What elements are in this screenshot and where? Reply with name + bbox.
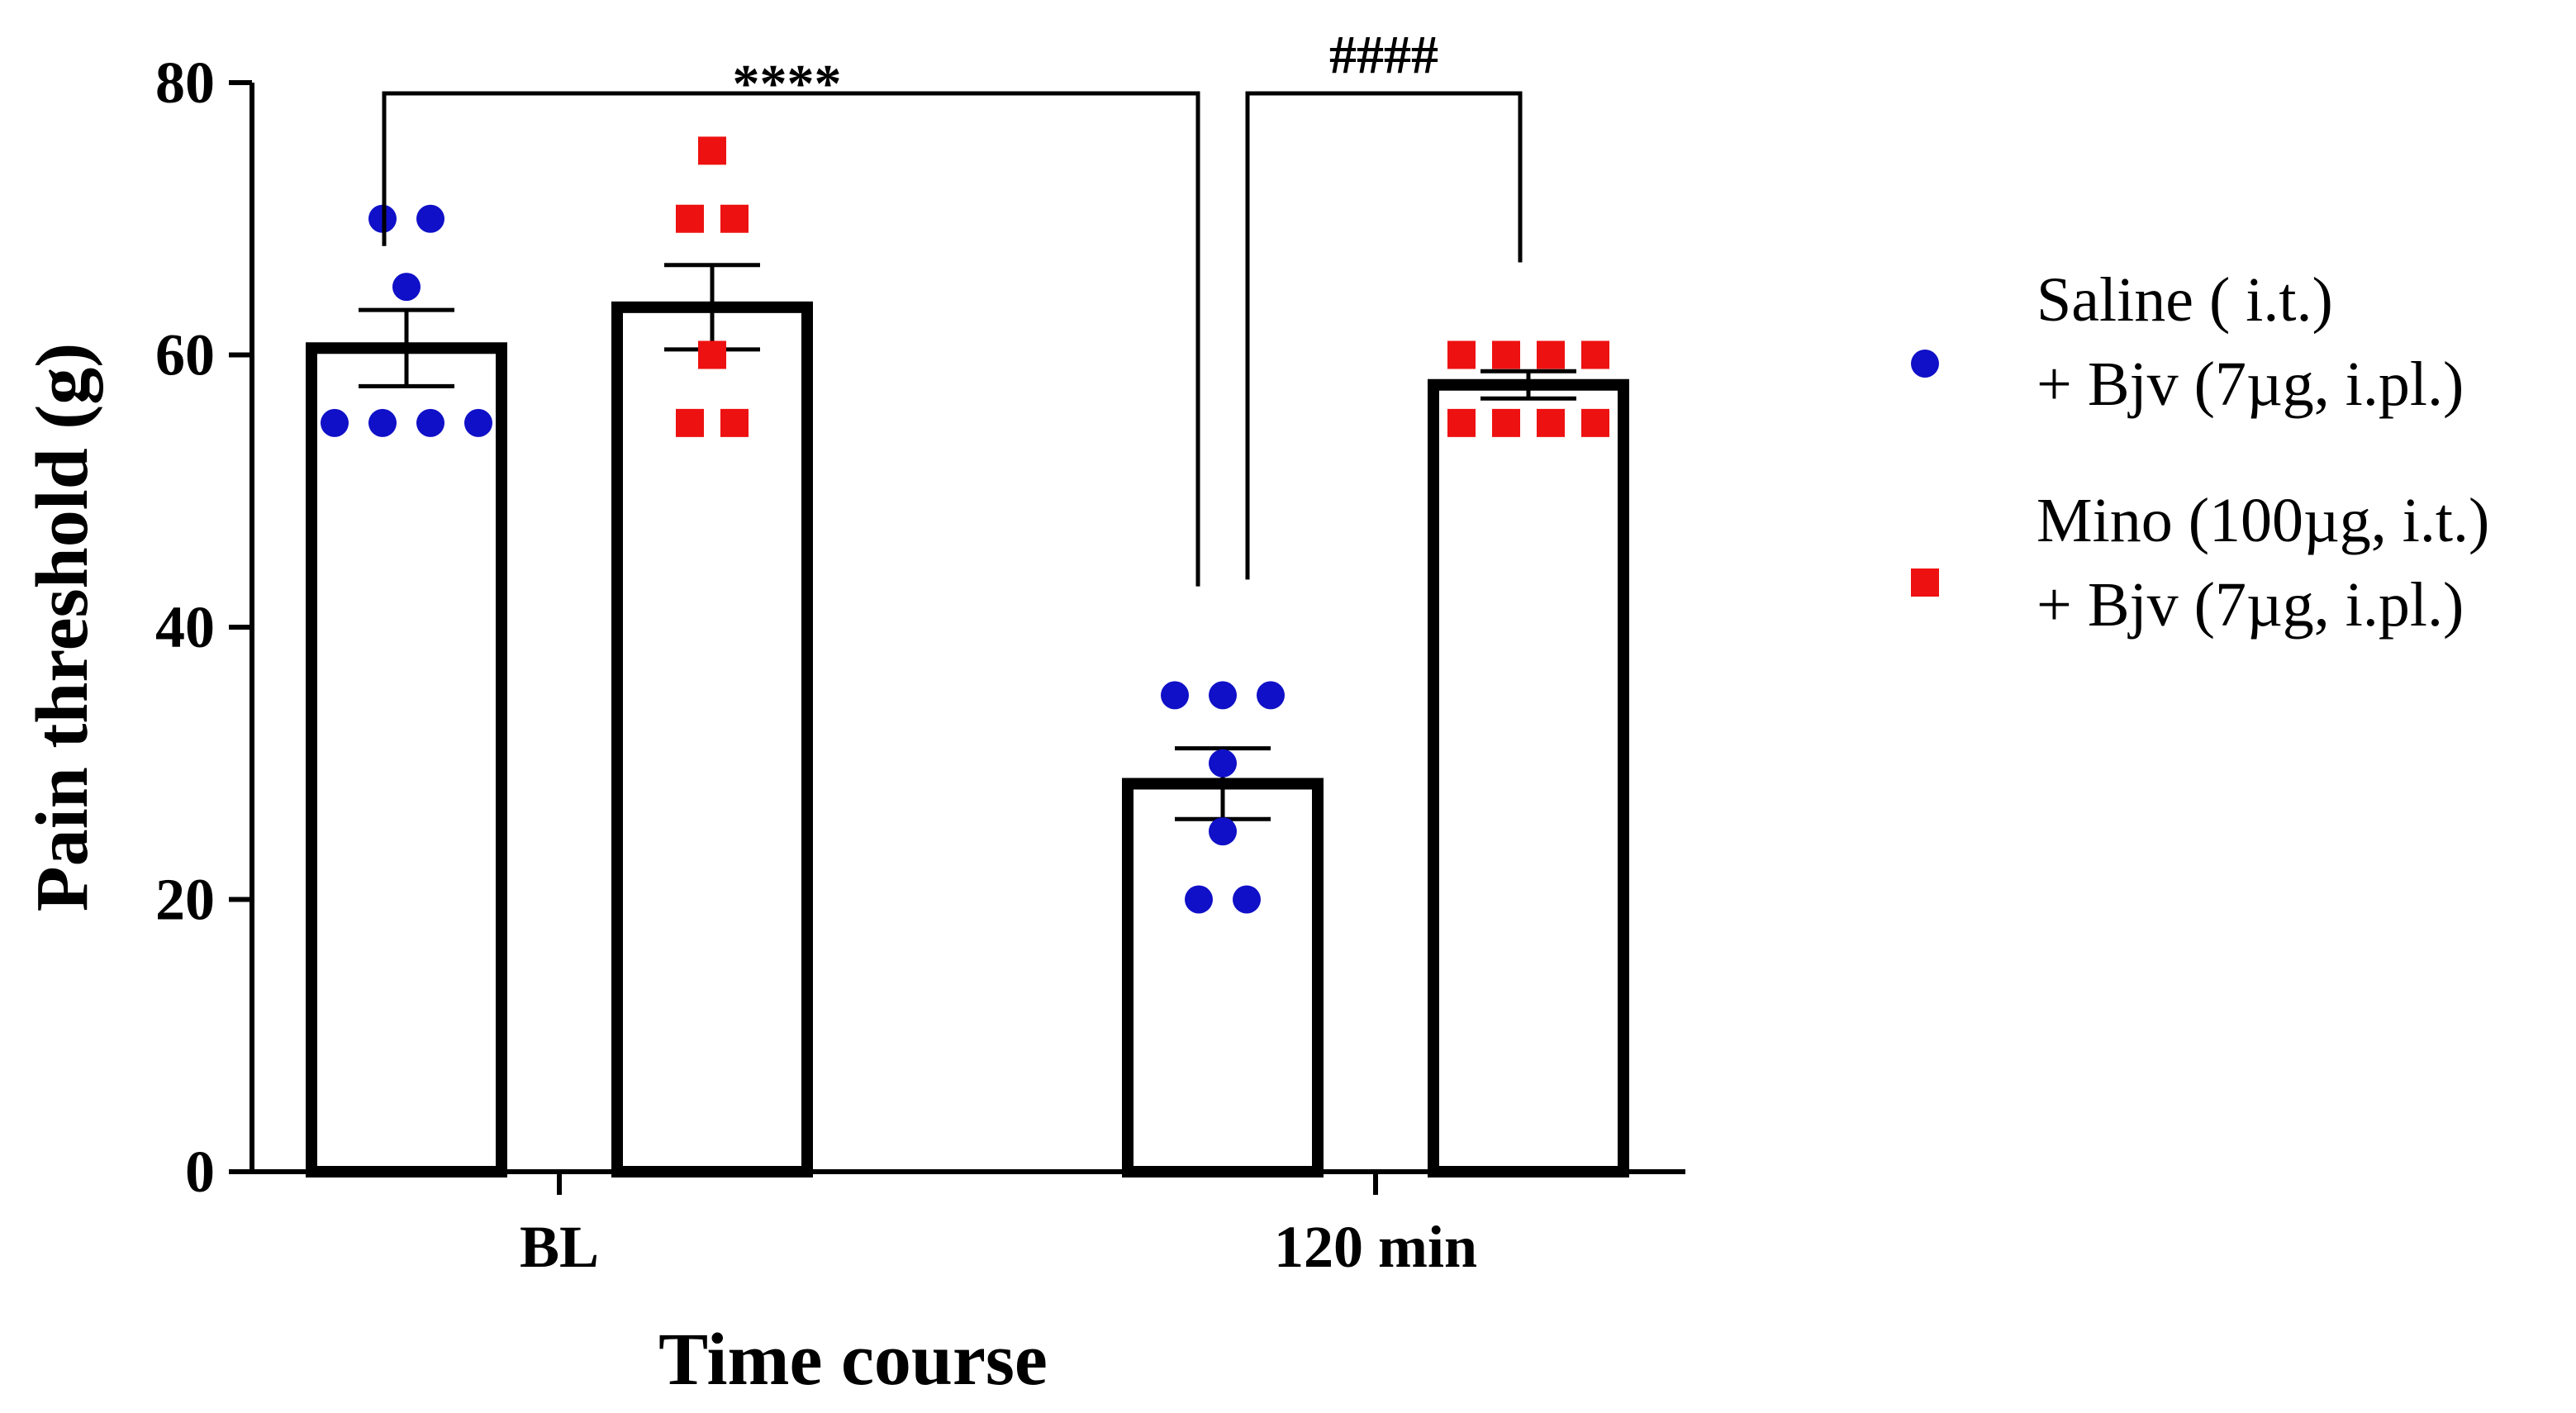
data-point bbox=[1233, 885, 1261, 914]
data-point bbox=[698, 340, 726, 369]
data-point bbox=[1209, 749, 1237, 778]
data-point bbox=[720, 408, 749, 437]
bar bbox=[1428, 378, 1629, 1178]
x-tick-label: 120 min bbox=[1274, 1214, 1477, 1280]
data-point bbox=[392, 273, 421, 302]
data-point bbox=[698, 136, 726, 165]
legend-label-line: + Bjv (7µg, i.pl.) bbox=[2037, 350, 2464, 419]
data-point bbox=[321, 408, 349, 437]
data-point bbox=[676, 408, 704, 437]
data-point bbox=[1537, 408, 1565, 437]
data-point bbox=[1581, 340, 1609, 369]
data-point bbox=[1257, 681, 1285, 710]
data-point bbox=[1447, 408, 1476, 437]
data-point bbox=[1161, 681, 1189, 710]
significance-label: **** bbox=[733, 54, 842, 114]
legend-label-line: Mino (100µg, i.t.) bbox=[2037, 486, 2489, 555]
data-point bbox=[1185, 885, 1213, 914]
bar bbox=[306, 342, 507, 1178]
y-tick-label: 0 bbox=[185, 1139, 215, 1205]
data-point bbox=[1492, 408, 1520, 437]
y-tick-label: 20 bbox=[155, 867, 215, 933]
data-point bbox=[416, 408, 444, 437]
data-point bbox=[416, 204, 444, 233]
y-tick-label: 60 bbox=[155, 322, 215, 388]
significance-label: #### bbox=[1329, 25, 1438, 85]
data-point bbox=[1492, 340, 1520, 369]
data-point bbox=[1209, 817, 1237, 846]
data-point bbox=[368, 408, 397, 437]
data-point bbox=[720, 204, 749, 233]
legend-label-line: + Bjv (7µg, i.pl.) bbox=[2037, 570, 2464, 640]
significance-bracket bbox=[382, 91, 1200, 587]
significance-bracket bbox=[1245, 91, 1523, 580]
data-point bbox=[1209, 681, 1237, 710]
y-tick-label: 40 bbox=[155, 594, 215, 660]
legend-label-line: Saline ( i.t.) bbox=[2037, 265, 2333, 335]
data-point bbox=[1447, 340, 1476, 369]
legend-marker bbox=[1911, 350, 1939, 378]
data-point bbox=[464, 408, 492, 437]
data-point bbox=[1537, 340, 1565, 369]
x-axis-title: Time course bbox=[658, 1319, 1048, 1401]
y-axis-title: Pain threshold (g) bbox=[21, 343, 103, 911]
data-point bbox=[676, 204, 704, 233]
data-point bbox=[1581, 408, 1609, 437]
bar bbox=[611, 301, 813, 1178]
y-tick-label: 80 bbox=[155, 50, 215, 116]
legend-marker bbox=[1911, 569, 1939, 597]
x-tick-label: BL bbox=[520, 1214, 599, 1280]
